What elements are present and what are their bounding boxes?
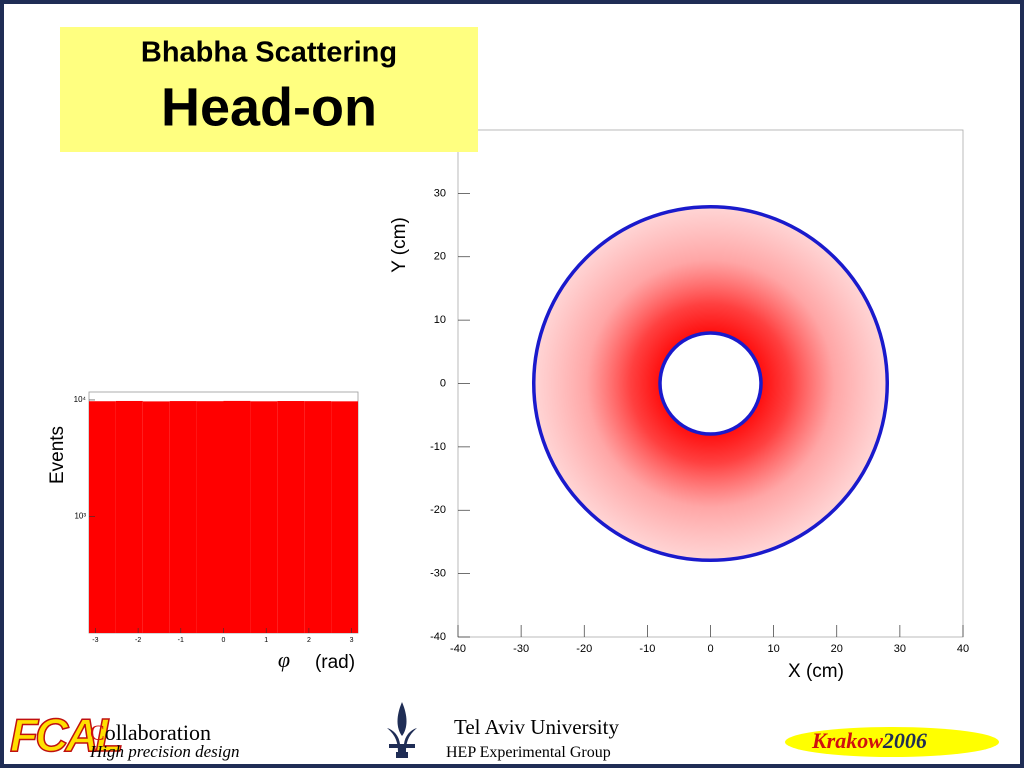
x-tick-label: 2 bbox=[307, 637, 311, 644]
title-box bbox=[60, 27, 478, 152]
x-tick-label: 1 bbox=[264, 637, 268, 644]
bar bbox=[89, 401, 116, 633]
bar bbox=[331, 401, 358, 633]
y-tick-label: 10 bbox=[434, 314, 446, 326]
event-year: 2006 bbox=[882, 728, 927, 753]
y-tick-label: -40 bbox=[430, 631, 446, 643]
y-axis-label: Y (cm) bbox=[389, 217, 410, 273]
y-tick-label: 10⁴ bbox=[74, 395, 87, 404]
bar bbox=[223, 400, 251, 633]
y-tick-label: 10³ bbox=[74, 512, 86, 521]
tagline: High precision design bbox=[90, 742, 240, 761]
x-tick-label: -40 bbox=[450, 643, 466, 655]
x-axis-label: X (cm) bbox=[788, 661, 844, 682]
x-tick-label: 20 bbox=[831, 643, 843, 655]
group: HEP Experimental Group bbox=[446, 744, 611, 761]
event-badge bbox=[785, 727, 999, 757]
y-tick-label: 30 bbox=[434, 187, 446, 199]
phi-histogram: -3 -2 -1 0 1 2 3 10³ 10⁴ Events φ (rad) bbox=[47, 391, 359, 673]
x-tick-label: 40 bbox=[957, 643, 969, 655]
collaboration: Collaboration bbox=[90, 720, 211, 745]
x-tick-label: -2 bbox=[135, 637, 141, 644]
fcal-logo: FCAL bbox=[9, 708, 124, 762]
bar bbox=[250, 401, 278, 633]
y-tick-label: -20 bbox=[430, 504, 446, 516]
bar bbox=[115, 400, 143, 633]
bar bbox=[142, 401, 170, 633]
y-tick-label: 0 bbox=[440, 377, 446, 389]
x-tick-label: 10 bbox=[768, 643, 780, 655]
subtitle: Head-on bbox=[161, 77, 377, 137]
x-tick-label: -3 bbox=[92, 637, 98, 644]
x-tick-label: 0 bbox=[222, 637, 226, 644]
x-tick-label: 30 bbox=[894, 643, 906, 655]
x-tick-label: -20 bbox=[576, 643, 592, 655]
x-tick-label: 3 bbox=[350, 637, 354, 644]
boundary-circle bbox=[658, 331, 763, 436]
tau-logo bbox=[387, 702, 417, 758]
x-tick-label: 0 bbox=[707, 643, 713, 655]
boundary-circle bbox=[532, 205, 889, 562]
x-axis-label: (rad) bbox=[315, 652, 355, 673]
y-tick-label: -10 bbox=[430, 441, 446, 453]
event-place: Krakow bbox=[812, 728, 883, 753]
university: Tel Aviv University bbox=[454, 715, 619, 739]
x-tick-label: -1 bbox=[178, 637, 184, 644]
y-axis-label: Events bbox=[47, 426, 68, 484]
bar bbox=[277, 401, 305, 633]
y-tick-label: -30 bbox=[430, 568, 446, 580]
event: Krakow2006 bbox=[812, 728, 927, 754]
bar bbox=[304, 401, 332, 633]
xy-scatter: -40 -30 -20 -10 0 10 20 30 40 -40 -30 -20 -10 0 10 20 30… bbox=[389, 129, 969, 682]
title: Bhabha Scattering bbox=[141, 37, 397, 69]
bar bbox=[196, 401, 224, 633]
x-tick-label: -10 bbox=[639, 643, 655, 655]
bar bbox=[169, 401, 197, 633]
point-density bbox=[533, 206, 888, 561]
x-axis-symbol: φ bbox=[278, 647, 290, 672]
y-tick-label: 20 bbox=[434, 251, 446, 263]
x-tick-label: -30 bbox=[513, 643, 529, 655]
